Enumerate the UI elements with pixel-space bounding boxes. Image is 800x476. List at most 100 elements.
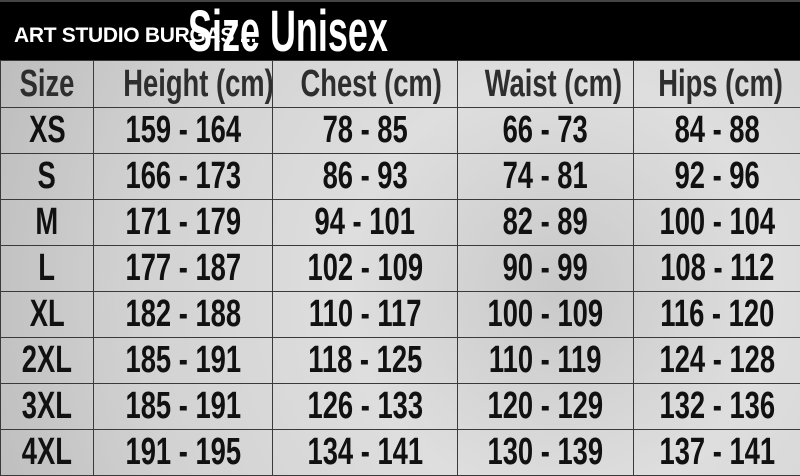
- table-cell: 130 - 139: [458, 430, 634, 476]
- table-cell: M: [1, 200, 94, 246]
- measurement-value: 86 - 93: [322, 155, 407, 198]
- measurement-value: 90 - 99: [503, 247, 588, 290]
- measurement-value: 124 - 128: [659, 339, 775, 382]
- measurement-value: 118 - 125: [308, 339, 422, 382]
- table-cell: 100 - 109: [458, 292, 634, 338]
- measurement-value: 137 - 141: [659, 431, 775, 474]
- table-row: 3XL 185 - 191 126 - 133 120 - 129 132 - 136: [1, 384, 800, 430]
- column-header-label: Waist (cm): [485, 63, 622, 106]
- table-cell: 110 - 117: [273, 292, 458, 338]
- measurement-value: 166 - 173: [125, 155, 241, 198]
- table-cell: 191 - 195: [94, 430, 273, 476]
- column-header: Size: [1, 61, 94, 108]
- column-header: Hips (cm): [634, 61, 800, 108]
- measurement-value: 185 - 191: [125, 339, 241, 382]
- size-label: M: [36, 201, 59, 244]
- measurement-value: 159 - 164: [125, 109, 241, 152]
- table-cell: 102 - 109: [273, 246, 458, 292]
- column-header: Chest (cm): [273, 61, 458, 108]
- measurement-value: 116 - 120: [660, 293, 774, 336]
- size-table: Size Height (cm) Chest (cm) Waist (cm) Hips …: [0, 60, 800, 476]
- column-header-label: Chest (cm): [300, 63, 441, 106]
- table-cell: L: [1, 246, 94, 292]
- table-row: M 171 - 179 94 - 101 82 - 89 100 - 104: [1, 200, 800, 246]
- measurement-value: 120 - 129: [488, 385, 604, 428]
- measurement-value: 110 - 117: [309, 293, 422, 336]
- table-cell: 166 - 173: [94, 154, 273, 200]
- measurement-value: 182 - 188: [125, 293, 241, 336]
- table-cell: 108 - 112: [634, 246, 800, 292]
- measurement-value: 185 - 191: [125, 385, 241, 428]
- table-cell: 82 - 89: [458, 200, 634, 246]
- size-label: 3XL: [22, 385, 72, 428]
- table-cell: 100 - 104: [634, 200, 800, 246]
- table-row: 4XL 191 - 195 134 - 141 130 - 139 137 - 141: [1, 430, 800, 476]
- chart-title: Size Unisex: [188, 0, 388, 65]
- column-header-label: Size: [20, 63, 75, 106]
- size-label: 4XL: [22, 431, 72, 474]
- measurement-value: 74 - 81: [503, 155, 588, 198]
- table-cell: XS: [1, 108, 94, 154]
- table-cell: 74 - 81: [458, 154, 634, 200]
- size-label: XS: [29, 109, 66, 152]
- measurement-value: 66 - 73: [503, 109, 588, 152]
- table-cell: 4XL: [1, 430, 94, 476]
- size-label: L: [39, 247, 56, 290]
- table-cell: 132 - 136: [634, 384, 800, 430]
- table-cell: 78 - 85: [273, 108, 458, 154]
- table-row: L 177 - 187 102 - 109 90 - 99 108 - 112: [1, 246, 800, 292]
- table-row: XL 182 - 188 110 - 117 100 - 109 116 - 120: [1, 292, 800, 338]
- size-label: S: [38, 155, 56, 198]
- table-cell: 92 - 96: [634, 154, 800, 200]
- measurement-value: 191 - 195: [125, 431, 241, 474]
- measurement-value: 132 - 136: [659, 385, 775, 428]
- table-cell: 118 - 125: [273, 338, 458, 384]
- table-cell: 3XL: [1, 384, 94, 430]
- size-label: 2XL: [22, 339, 72, 382]
- measurement-value: 177 - 187: [125, 247, 241, 290]
- header-row: Size Height (cm) Chest (cm) Waist (cm) Hips …: [1, 61, 800, 108]
- measurement-value: 134 - 141: [307, 431, 423, 474]
- column-header: Height (cm): [94, 61, 273, 108]
- measurement-value: 126 - 133: [307, 385, 423, 428]
- table-cell: 185 - 191: [94, 338, 273, 384]
- measurement-value: 78 - 85: [322, 109, 407, 152]
- table-cell: 137 - 141: [634, 430, 800, 476]
- measurement-value: 102 - 109: [307, 247, 423, 290]
- size-chart: ART STUDIO BURGAS ... Size Unisex Size He…: [0, 0, 800, 466]
- table-cell: XL: [1, 292, 94, 338]
- column-header-label: Height (cm): [123, 63, 272, 106]
- table-cell: 159 - 164: [94, 108, 273, 154]
- table-cell: 90 - 99: [458, 246, 634, 292]
- table-cell: 171 - 179: [94, 200, 273, 246]
- table-cell: 86 - 93: [273, 154, 458, 200]
- table-cell: 134 - 141: [273, 430, 458, 476]
- table-cell: 120 - 129: [458, 384, 634, 430]
- table-cell: 185 - 191: [94, 384, 273, 430]
- measurement-value: 92 - 96: [674, 155, 759, 198]
- table-cell: S: [1, 154, 94, 200]
- measurement-value: 100 - 109: [488, 293, 604, 336]
- table-row: XS 159 - 164 78 - 85 66 - 73 84 - 88: [1, 108, 800, 154]
- measurement-value: 108 - 112: [660, 247, 774, 290]
- table-cell: 110 - 119: [458, 338, 634, 384]
- column-header: Waist (cm): [458, 61, 634, 108]
- table-row: S 166 - 173 86 - 93 74 - 81 92 - 96: [1, 154, 800, 200]
- table-cell: 116 - 120: [634, 292, 800, 338]
- size-label: XL: [30, 293, 65, 336]
- table-cell: 177 - 187: [94, 246, 273, 292]
- title-bar: ART STUDIO BURGAS ... Size Unisex: [0, 0, 800, 60]
- table-cell: 84 - 88: [634, 108, 800, 154]
- measurement-value: 110 - 119: [489, 339, 602, 382]
- measurement-value: 82 - 89: [503, 201, 588, 244]
- table-cell: 94 - 101: [273, 200, 458, 246]
- table-cell: 124 - 128: [634, 338, 800, 384]
- measurement-value: 100 - 104: [659, 201, 775, 244]
- table-cell: 66 - 73: [458, 108, 634, 154]
- measurement-value: 84 - 88: [674, 109, 759, 152]
- table-cell: 2XL: [1, 338, 94, 384]
- table-cell: 126 - 133: [273, 384, 458, 430]
- measurement-value: 130 - 139: [488, 431, 604, 474]
- table-cell: 182 - 188: [94, 292, 273, 338]
- measurement-value: 94 - 101: [315, 201, 415, 244]
